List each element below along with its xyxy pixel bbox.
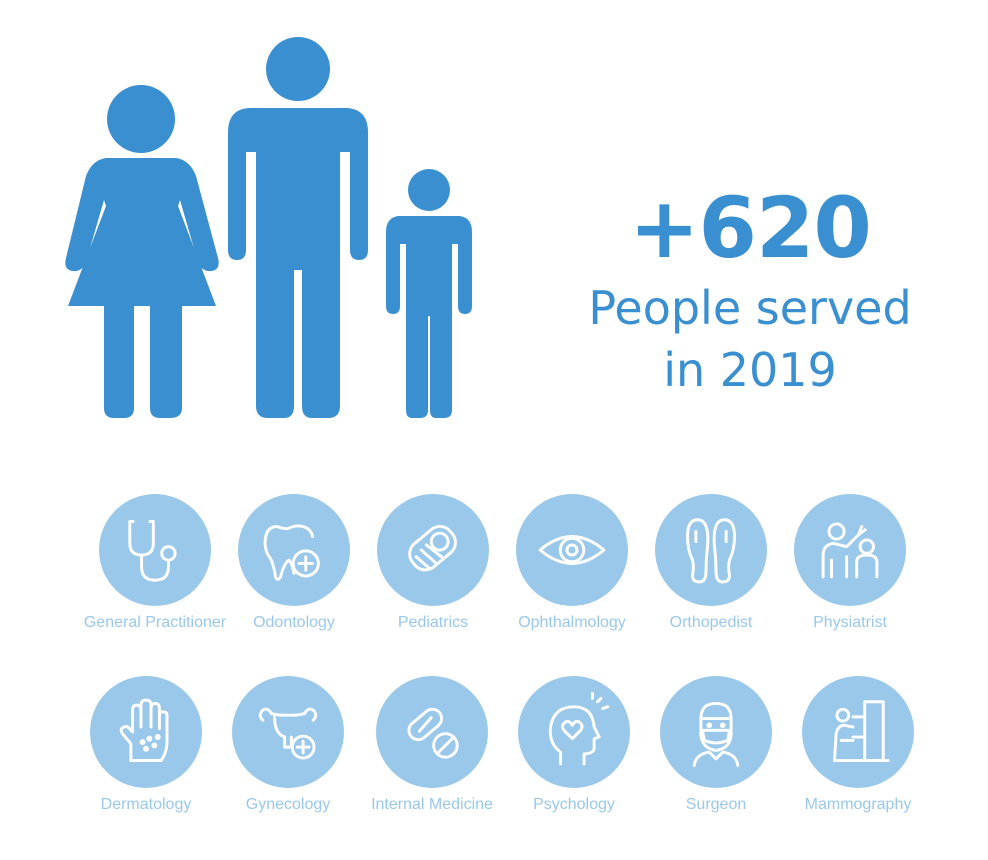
insoles-icon [655, 494, 767, 606]
stat-label-line2: in 2019 [663, 343, 837, 397]
specialty-physiatrist: Physiatrist [775, 494, 925, 634]
specialty-orthopedist: Orthopedist [636, 494, 786, 634]
specialty-label: Gynecology [245, 796, 331, 813]
specialty-label: Surgeon [685, 796, 747, 813]
specialty-label: Internal Medicine [371, 796, 493, 813]
head-heart-icon [518, 676, 630, 788]
specialty-odontology: Odontology [219, 494, 369, 634]
stethoscope-icon [99, 494, 211, 606]
specialty-psychology: Psychology [499, 676, 649, 816]
specialty-internal-medicine: Internal Medicine [357, 676, 507, 816]
stat-label-line1: People served [588, 281, 912, 335]
specialty-label: Mammography [804, 796, 912, 813]
tooth-icon [238, 494, 350, 606]
specialty-label: General Practitioner [83, 614, 227, 631]
specialty-label: Pediatrics [397, 614, 469, 631]
stat-block: +620 People served in 2019 [560, 180, 940, 400]
eye-icon [516, 494, 628, 606]
child-figure [386, 169, 472, 418]
family-icon [65, 37, 472, 418]
specialty-label: Orthopedist [669, 614, 753, 631]
physiotherapy-icon [794, 494, 906, 606]
specialty-label: Dermatology [100, 796, 192, 813]
pills-icon [376, 676, 488, 788]
specialty-label: Psychology [533, 796, 615, 813]
specialty-ophthalmology: Ophthalmology [497, 494, 647, 634]
woman-figure [65, 85, 219, 418]
specialty-label: Ophthalmology [518, 614, 626, 631]
specialty-mammography: Mammography [783, 676, 933, 816]
specialty-general-practitioner: General Practitioner [80, 494, 230, 634]
specialty-surgeon: Surgeon [641, 676, 791, 816]
uterus-icon [232, 676, 344, 788]
surgeon-icon [660, 676, 772, 788]
specialty-pediatrics: Pediatrics [358, 494, 508, 634]
specialty-label: Physiatrist [813, 614, 887, 631]
stat-number: +620 [629, 179, 872, 277]
specialty-gynecology: Gynecology [213, 676, 363, 816]
man-figure [228, 37, 368, 418]
hand-skin-icon [90, 676, 202, 788]
specialty-label: Odontology [253, 614, 335, 631]
mammography-machine-icon [802, 676, 914, 788]
specialty-dermatology: Dermatology [71, 676, 221, 816]
baby-icon [377, 494, 489, 606]
